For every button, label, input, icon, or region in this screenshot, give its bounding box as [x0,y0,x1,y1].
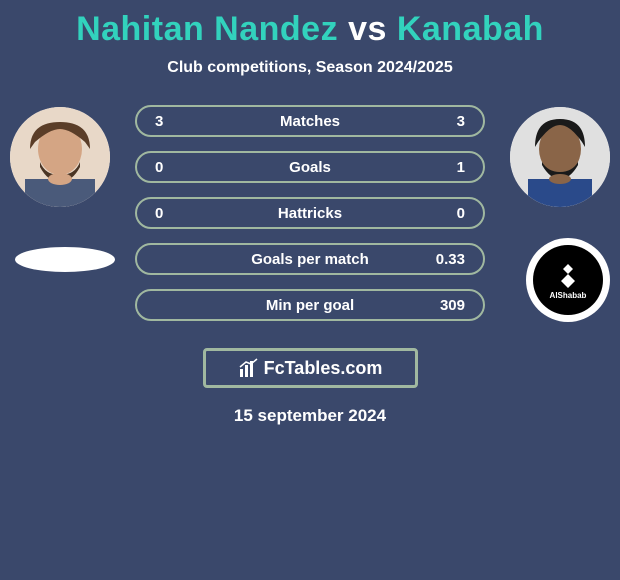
player1-club-logo [15,247,115,272]
watermark-text: FcTables.com [264,358,383,379]
comparison-area: AlShabab 3 Matches 3 0 Goals 1 0 Hattric… [0,105,620,340]
player1-name: Nahitan Nandez [76,10,338,48]
stats-table: 3 Matches 3 0 Goals 1 0 Hattricks 0 Goal… [135,105,485,335]
club-name-label: AlShabab [550,291,587,300]
chart-icon [238,357,260,379]
watermark: FcTables.com [203,348,418,388]
stat-label: Goals [195,159,425,176]
stat-row: 0 Hattricks 0 [135,197,485,229]
stat-right-value: 309 [425,297,465,314]
stat-label: Goals per match [195,251,425,268]
subtitle: Club competitions, Season 2024/2025 [0,59,620,77]
player2-avatar [510,107,610,207]
date-label: 15 september 2024 [0,406,620,426]
stat-row: 0 Goals 1 [135,151,485,183]
player2-club-logo: AlShabab [526,238,610,322]
stat-label: Hattricks [195,205,425,222]
player2-name: Kanabah [397,10,544,48]
stat-row: Min per goal 309 [135,289,485,321]
stat-right-value: 3 [425,113,465,130]
player1-avatar [10,107,110,207]
stat-left-value: 3 [155,113,195,130]
stat-label: Min per goal [195,297,425,314]
stat-right-value: 0.33 [425,251,465,268]
club-crest-icon [553,261,583,291]
stat-row: 3 Matches 3 [135,105,485,137]
stat-right-value: 1 [425,159,465,176]
page-title: Nahitan Nandez vs Kanabah [0,10,620,49]
avatar-placeholder-icon [510,107,610,207]
stat-row: Goals per match 0.33 [135,243,485,275]
club-logo-inner: AlShabab [533,245,603,315]
stat-left-value: 0 [155,205,195,222]
stat-right-value: 0 [425,205,465,222]
stat-left-value: 0 [155,159,195,176]
stat-label: Matches [195,113,425,130]
vs-text: vs [348,10,387,48]
avatar-placeholder-icon [10,107,110,207]
